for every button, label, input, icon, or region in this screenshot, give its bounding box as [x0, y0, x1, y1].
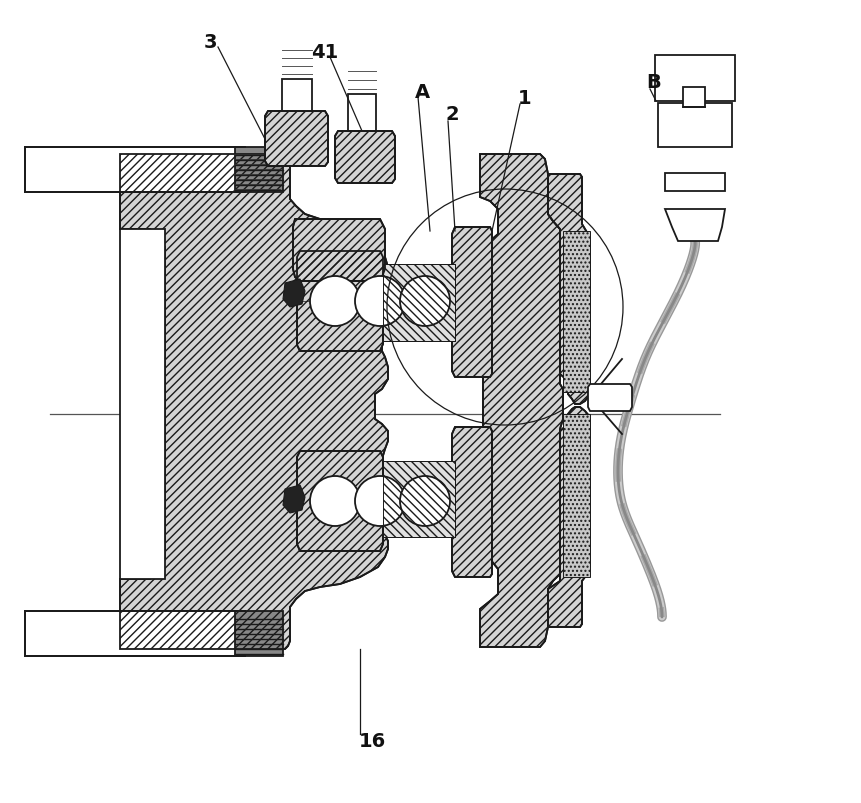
Polygon shape [264, 112, 328, 167]
Bar [682, 88, 704, 108]
Text: 2: 2 [444, 105, 458, 124]
Polygon shape [451, 427, 492, 577]
Bar [348, 95, 375, 132]
Polygon shape [548, 407, 589, 627]
Bar [25, 611, 245, 656]
Polygon shape [382, 462, 455, 537]
Circle shape [355, 476, 405, 526]
Bar [654, 56, 734, 102]
Polygon shape [297, 451, 382, 552]
Circle shape [400, 476, 449, 526]
Polygon shape [335, 132, 394, 184]
Bar [282, 80, 312, 112]
Text: 41: 41 [311, 43, 338, 61]
Polygon shape [282, 279, 305, 308]
Polygon shape [587, 385, 631, 411]
Text: 1: 1 [517, 88, 531, 108]
Text: B: B [646, 73, 660, 92]
Polygon shape [120, 155, 387, 649]
Polygon shape [562, 414, 589, 577]
Polygon shape [562, 232, 589, 393]
Polygon shape [451, 228, 492, 377]
Circle shape [310, 277, 360, 327]
Bar [25, 148, 245, 193]
Bar [235, 611, 282, 656]
Polygon shape [664, 210, 724, 242]
Bar [235, 148, 282, 193]
Polygon shape [282, 485, 305, 513]
Polygon shape [297, 251, 382, 352]
Bar [657, 104, 731, 148]
Text: 16: 16 [358, 732, 385, 751]
Polygon shape [293, 220, 385, 282]
Circle shape [355, 277, 405, 327]
Polygon shape [480, 155, 562, 647]
Circle shape [310, 476, 360, 526]
Bar [120, 230, 164, 579]
Bar [664, 173, 724, 192]
Polygon shape [548, 175, 589, 405]
Circle shape [400, 277, 449, 327]
Polygon shape [382, 265, 455, 341]
Text: A: A [414, 83, 429, 101]
Polygon shape [120, 230, 164, 579]
Text: 3: 3 [203, 32, 216, 51]
